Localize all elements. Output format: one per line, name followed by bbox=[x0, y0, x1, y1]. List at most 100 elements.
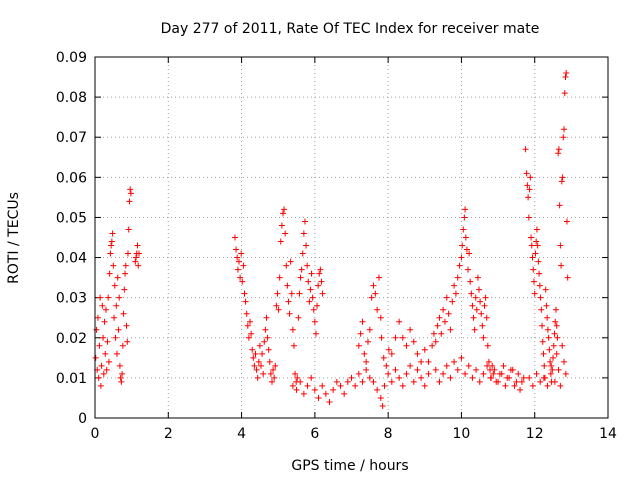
data-point bbox=[451, 282, 458, 289]
data-point bbox=[546, 346, 553, 353]
data-point bbox=[275, 306, 282, 313]
data-point bbox=[248, 330, 255, 337]
data-point bbox=[107, 250, 114, 257]
data-point bbox=[259, 350, 266, 357]
data-point bbox=[297, 274, 304, 281]
data-point bbox=[127, 190, 134, 197]
data-point bbox=[385, 370, 392, 377]
data-point bbox=[471, 326, 478, 333]
data-point bbox=[549, 366, 556, 373]
data-point bbox=[103, 366, 110, 373]
data-point bbox=[119, 342, 126, 349]
data-point bbox=[379, 402, 386, 409]
data-point bbox=[330, 386, 337, 393]
y-tick-label: 0.05 bbox=[56, 210, 87, 226]
data-point bbox=[553, 322, 560, 329]
data-point bbox=[266, 358, 273, 365]
data-point bbox=[472, 294, 479, 301]
data-point bbox=[515, 370, 522, 377]
data-point bbox=[316, 270, 323, 277]
data-point bbox=[257, 362, 264, 369]
data-point bbox=[537, 294, 544, 301]
data-point bbox=[449, 298, 456, 305]
x-tick-label: 6 bbox=[310, 426, 319, 442]
data-point bbox=[531, 290, 538, 297]
data-point bbox=[545, 334, 552, 341]
x-tick-label: 14 bbox=[599, 426, 617, 442]
data-point bbox=[421, 346, 428, 353]
data-point bbox=[544, 382, 551, 389]
data-point bbox=[105, 358, 112, 365]
data-point bbox=[544, 326, 551, 333]
data-point bbox=[270, 366, 277, 373]
data-point bbox=[370, 282, 377, 289]
data-point bbox=[100, 370, 107, 377]
data-point bbox=[564, 274, 571, 281]
data-point bbox=[537, 378, 544, 385]
data-point bbox=[322, 390, 329, 397]
x-tick-label: 0 bbox=[91, 426, 100, 442]
data-point bbox=[92, 354, 99, 361]
data-point bbox=[135, 262, 142, 269]
data-point bbox=[561, 90, 568, 97]
data-point bbox=[462, 370, 469, 377]
y-tick-label: 0 bbox=[78, 411, 87, 427]
data-point bbox=[236, 258, 243, 265]
data-point bbox=[105, 294, 112, 301]
x-tick-label: 8 bbox=[384, 426, 393, 442]
data-point bbox=[250, 354, 257, 361]
data-point bbox=[108, 242, 115, 249]
data-point bbox=[550, 342, 557, 349]
data-point bbox=[306, 298, 313, 305]
data-point bbox=[540, 374, 547, 381]
data-point bbox=[542, 286, 549, 293]
data-point bbox=[109, 230, 116, 237]
axis-ticks: 0 2 4 6 8 10 12 14 0 0.01 0.02 0.03 0.04 0.05 0.06 0.07… bbox=[56, 50, 617, 442]
data-point bbox=[462, 206, 469, 213]
data-point bbox=[251, 362, 258, 369]
data-point bbox=[396, 318, 403, 325]
data-point bbox=[447, 374, 454, 381]
data-point bbox=[368, 294, 375, 301]
data-point bbox=[102, 306, 109, 313]
data-point bbox=[110, 262, 117, 269]
data-point bbox=[304, 382, 311, 389]
data-point bbox=[239, 278, 246, 285]
data-point bbox=[315, 282, 322, 289]
data-point bbox=[482, 294, 489, 301]
data-point bbox=[355, 342, 362, 349]
data-point bbox=[370, 378, 377, 385]
data-point bbox=[465, 362, 472, 369]
data-point bbox=[337, 382, 344, 389]
data-point bbox=[561, 358, 568, 365]
data-point bbox=[303, 242, 310, 249]
data-point bbox=[399, 382, 406, 389]
data-point bbox=[543, 302, 550, 309]
data-point bbox=[443, 294, 450, 301]
data-point bbox=[540, 350, 547, 357]
data-point bbox=[307, 286, 314, 293]
data-point bbox=[300, 230, 307, 237]
data-point bbox=[385, 346, 392, 353]
data-point bbox=[288, 290, 295, 297]
data-point bbox=[287, 258, 294, 265]
data-point bbox=[253, 366, 260, 373]
data-point bbox=[112, 334, 119, 341]
data-point bbox=[526, 374, 533, 381]
data-point bbox=[299, 250, 306, 257]
data-point bbox=[438, 330, 445, 337]
data-point bbox=[374, 386, 381, 393]
data-point bbox=[380, 354, 387, 361]
data-point bbox=[119, 370, 126, 377]
data-point bbox=[314, 302, 321, 309]
data-point bbox=[263, 314, 270, 321]
data-point bbox=[458, 254, 465, 261]
y-tick-label: 0.03 bbox=[56, 291, 87, 307]
data-point bbox=[312, 330, 319, 337]
data-point bbox=[243, 310, 250, 317]
data-point bbox=[483, 314, 490, 321]
data-point bbox=[315, 394, 322, 401]
data-point bbox=[534, 242, 541, 249]
data-point bbox=[378, 334, 385, 341]
data-point bbox=[544, 314, 551, 321]
